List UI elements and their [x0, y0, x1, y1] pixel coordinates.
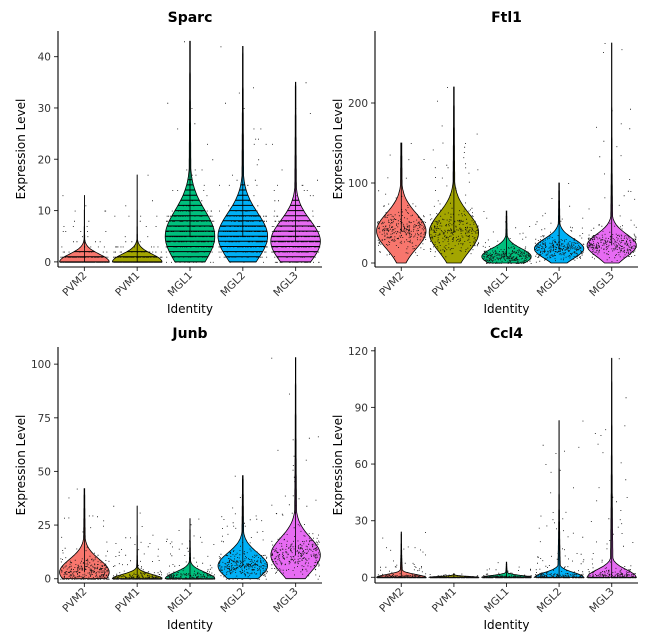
- x-tick-label: PVM2: [60, 270, 89, 299]
- y-tick-label: 60: [355, 459, 368, 471]
- violin-pvm2: [59, 488, 110, 580]
- panel-ccl4: Ccl4 PVM2 PVM1 MGL1 MGL2 MGL3 0 30 60 90 120 Identi…: [331, 326, 638, 632]
- x-tick-label: MGL3: [587, 270, 617, 300]
- panel-title: Ccl4: [490, 326, 523, 342]
- y-tick-label: 0: [361, 258, 368, 270]
- x-axis-label: Identity: [484, 302, 530, 316]
- x-tick-label: PVM1: [113, 586, 142, 615]
- y-axis-label: Expression Level: [14, 99, 28, 200]
- data-points: [482, 562, 532, 579]
- x-tick-label: PVM2: [377, 270, 406, 299]
- violin-mgl2: [534, 182, 585, 264]
- y-axis-label: Expression Level: [14, 415, 28, 516]
- violin-pvm2: [59, 195, 110, 263]
- data-points: [534, 183, 585, 263]
- y-tick-label: 75: [38, 413, 51, 425]
- x-tick-label: PVM2: [377, 586, 406, 615]
- y-tick-label: 120: [348, 346, 368, 358]
- y-tick-label: 0: [44, 257, 51, 269]
- violin-mgl2: [533, 420, 585, 579]
- panel-title: Ftl1: [491, 10, 522, 26]
- violin-mgl3: [270, 357, 321, 580]
- x-tick-label: MGL2: [218, 270, 248, 300]
- violin-mgl3: [586, 42, 637, 264]
- x-tick-label: MGL2: [218, 586, 248, 616]
- x-tick-label: MGL1: [166, 270, 196, 300]
- panel-ftl1: Ftl1 PVM2 PVM1 MGL1 MGL2 MGL3 0 100 200 Identity E…: [331, 10, 638, 316]
- x-tick-label: MGL3: [271, 270, 301, 300]
- y-tick-label: 100: [31, 359, 51, 371]
- panel-title: Junb: [171, 326, 207, 342]
- x-tick-label: MGL3: [587, 586, 617, 616]
- panel-sparc: Sparc PVM2 PVM1 MGL1 MGL2 MGL3 0 10 20 30 40 Identi…: [14, 10, 322, 316]
- violin-mgl1: [481, 561, 532, 579]
- violin-mgl1: [481, 210, 532, 264]
- y-tick-label: 0: [361, 572, 368, 584]
- y-tick-label: 40: [38, 52, 51, 64]
- x-tick-label: PVM1: [430, 270, 459, 299]
- y-tick-label: 30: [355, 516, 368, 528]
- x-tick-label: MGL2: [535, 586, 565, 616]
- y-axis-label: Expression Level: [331, 415, 345, 516]
- violin-pvm1: [111, 174, 163, 263]
- x-axis-label: Identity: [484, 618, 530, 632]
- x-tick-label: MGL3: [271, 586, 301, 616]
- y-tick-label: 200: [348, 98, 368, 110]
- x-tick-label: MGL1: [166, 586, 196, 616]
- y-tick-label: 50: [38, 466, 51, 478]
- y-tick-label: 20: [38, 154, 51, 166]
- violin-mgl3: [586, 357, 638, 579]
- x-tick-label: PVM1: [430, 586, 459, 615]
- violin-pvm1: [428, 573, 480, 579]
- x-tick-label: PVM2: [60, 586, 89, 615]
- y-tick-label: 10: [38, 206, 51, 218]
- x-tick-label: MGL2: [535, 270, 565, 300]
- violin-pvm1: [111, 505, 163, 580]
- y-tick-label: 25: [38, 520, 51, 532]
- data-points: [429, 573, 479, 579]
- violin-mgl3: [270, 81, 321, 263]
- y-axis-label: Expression Level: [331, 99, 345, 200]
- data-points: [482, 211, 532, 264]
- y-tick-label: 90: [355, 402, 368, 414]
- data-points: [587, 43, 637, 262]
- y-tick-label: 100: [348, 178, 368, 190]
- x-axis-label: Identity: [167, 302, 213, 316]
- violin-mgl1: [164, 518, 216, 580]
- violin-pvm2: [375, 531, 427, 579]
- x-tick-label: PVM1: [113, 270, 142, 299]
- y-tick-label: 30: [38, 103, 51, 115]
- panel-title: Sparc: [168, 10, 213, 26]
- y-tick-label: 0: [44, 574, 51, 586]
- x-axis-label: Identity: [167, 618, 213, 632]
- violin-mgl2: [217, 475, 269, 580]
- violin-mgl1: [164, 40, 216, 263]
- violin-pvm1: [428, 86, 480, 264]
- x-tick-label: MGL1: [482, 270, 512, 300]
- data-points: [60, 488, 110, 580]
- x-tick-label: MGL1: [482, 586, 512, 616]
- panel-junb: Junb PVM2 PVM1 MGL1 MGL2 MGL3 0 25 50 75 100 Identi…: [14, 326, 322, 632]
- violin-pvm2: [376, 142, 427, 264]
- violin-mgl2: [217, 46, 268, 263]
